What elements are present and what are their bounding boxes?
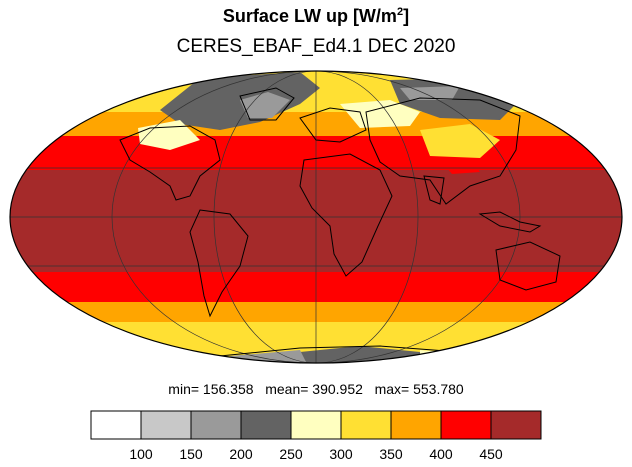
colorbar-labels: 100 150 200 250 300 350 400 450 — [129, 446, 503, 462]
indonesia-coast — [478, 211, 542, 233]
globe-outline — [9, 70, 623, 364]
colorbar-box — [240, 410, 292, 440]
colorbar-tick-label: 150 — [179, 446, 203, 462]
tibet — [440, 158, 480, 174]
colorbar-tick-label: 200 — [229, 446, 253, 462]
greenland-coast — [239, 87, 295, 121]
colorbar-tick-label: 250 — [279, 446, 303, 462]
africa-coast — [299, 153, 393, 277]
asia-coast — [365, 97, 521, 205]
colorbar-tick-label: 400 — [429, 446, 453, 462]
mollweide-map — [9, 70, 623, 364]
india-coast — [423, 175, 445, 205]
australia-coast — [495, 241, 561, 291]
mean-value: 390.952 — [312, 381, 363, 397]
asia-pale — [340, 100, 420, 128]
greenland-arctic — [160, 72, 320, 130]
north-america-coast — [119, 125, 221, 201]
statistics-line: min= 156.358 mean= 390.952 max= 553.780 — [168, 381, 464, 397]
colorbar-box — [140, 410, 192, 440]
south-america-coast — [189, 209, 249, 318]
colorbar-box — [440, 410, 492, 440]
asia-interior — [420, 124, 500, 158]
title-superscript: 2 — [396, 6, 404, 18]
map-subtitle: CERES_EBAF_Ed4.1 DEC 2020 — [176, 36, 456, 57]
colorbar: 100 150 200 250 300 350 400 450 — [90, 410, 542, 462]
colorbar-boxes — [90, 410, 542, 440]
colorbar-box — [340, 410, 392, 440]
colorbar-box — [390, 410, 442, 440]
colorbar-tick-label: 100 — [129, 446, 153, 462]
colorbar-tick-label: 300 — [329, 446, 353, 462]
greenland-light — [240, 92, 290, 118]
colorbar-tick-label: 450 — [479, 446, 503, 462]
map-title: Surface LW up [W/m2] — [222, 6, 410, 26]
min-value: 156.358 — [202, 381, 254, 397]
colorbar-tick-label: 350 — [379, 446, 403, 462]
max-value: 553.780 — [413, 381, 464, 397]
colorbar-box — [490, 410, 542, 440]
colorbar-box — [190, 410, 242, 440]
coastlines — [119, 87, 561, 363]
colorbar-box — [290, 410, 342, 440]
graticule — [10, 71, 622, 363]
colorbar-box — [90, 410, 142, 440]
europe-coast — [299, 107, 367, 143]
